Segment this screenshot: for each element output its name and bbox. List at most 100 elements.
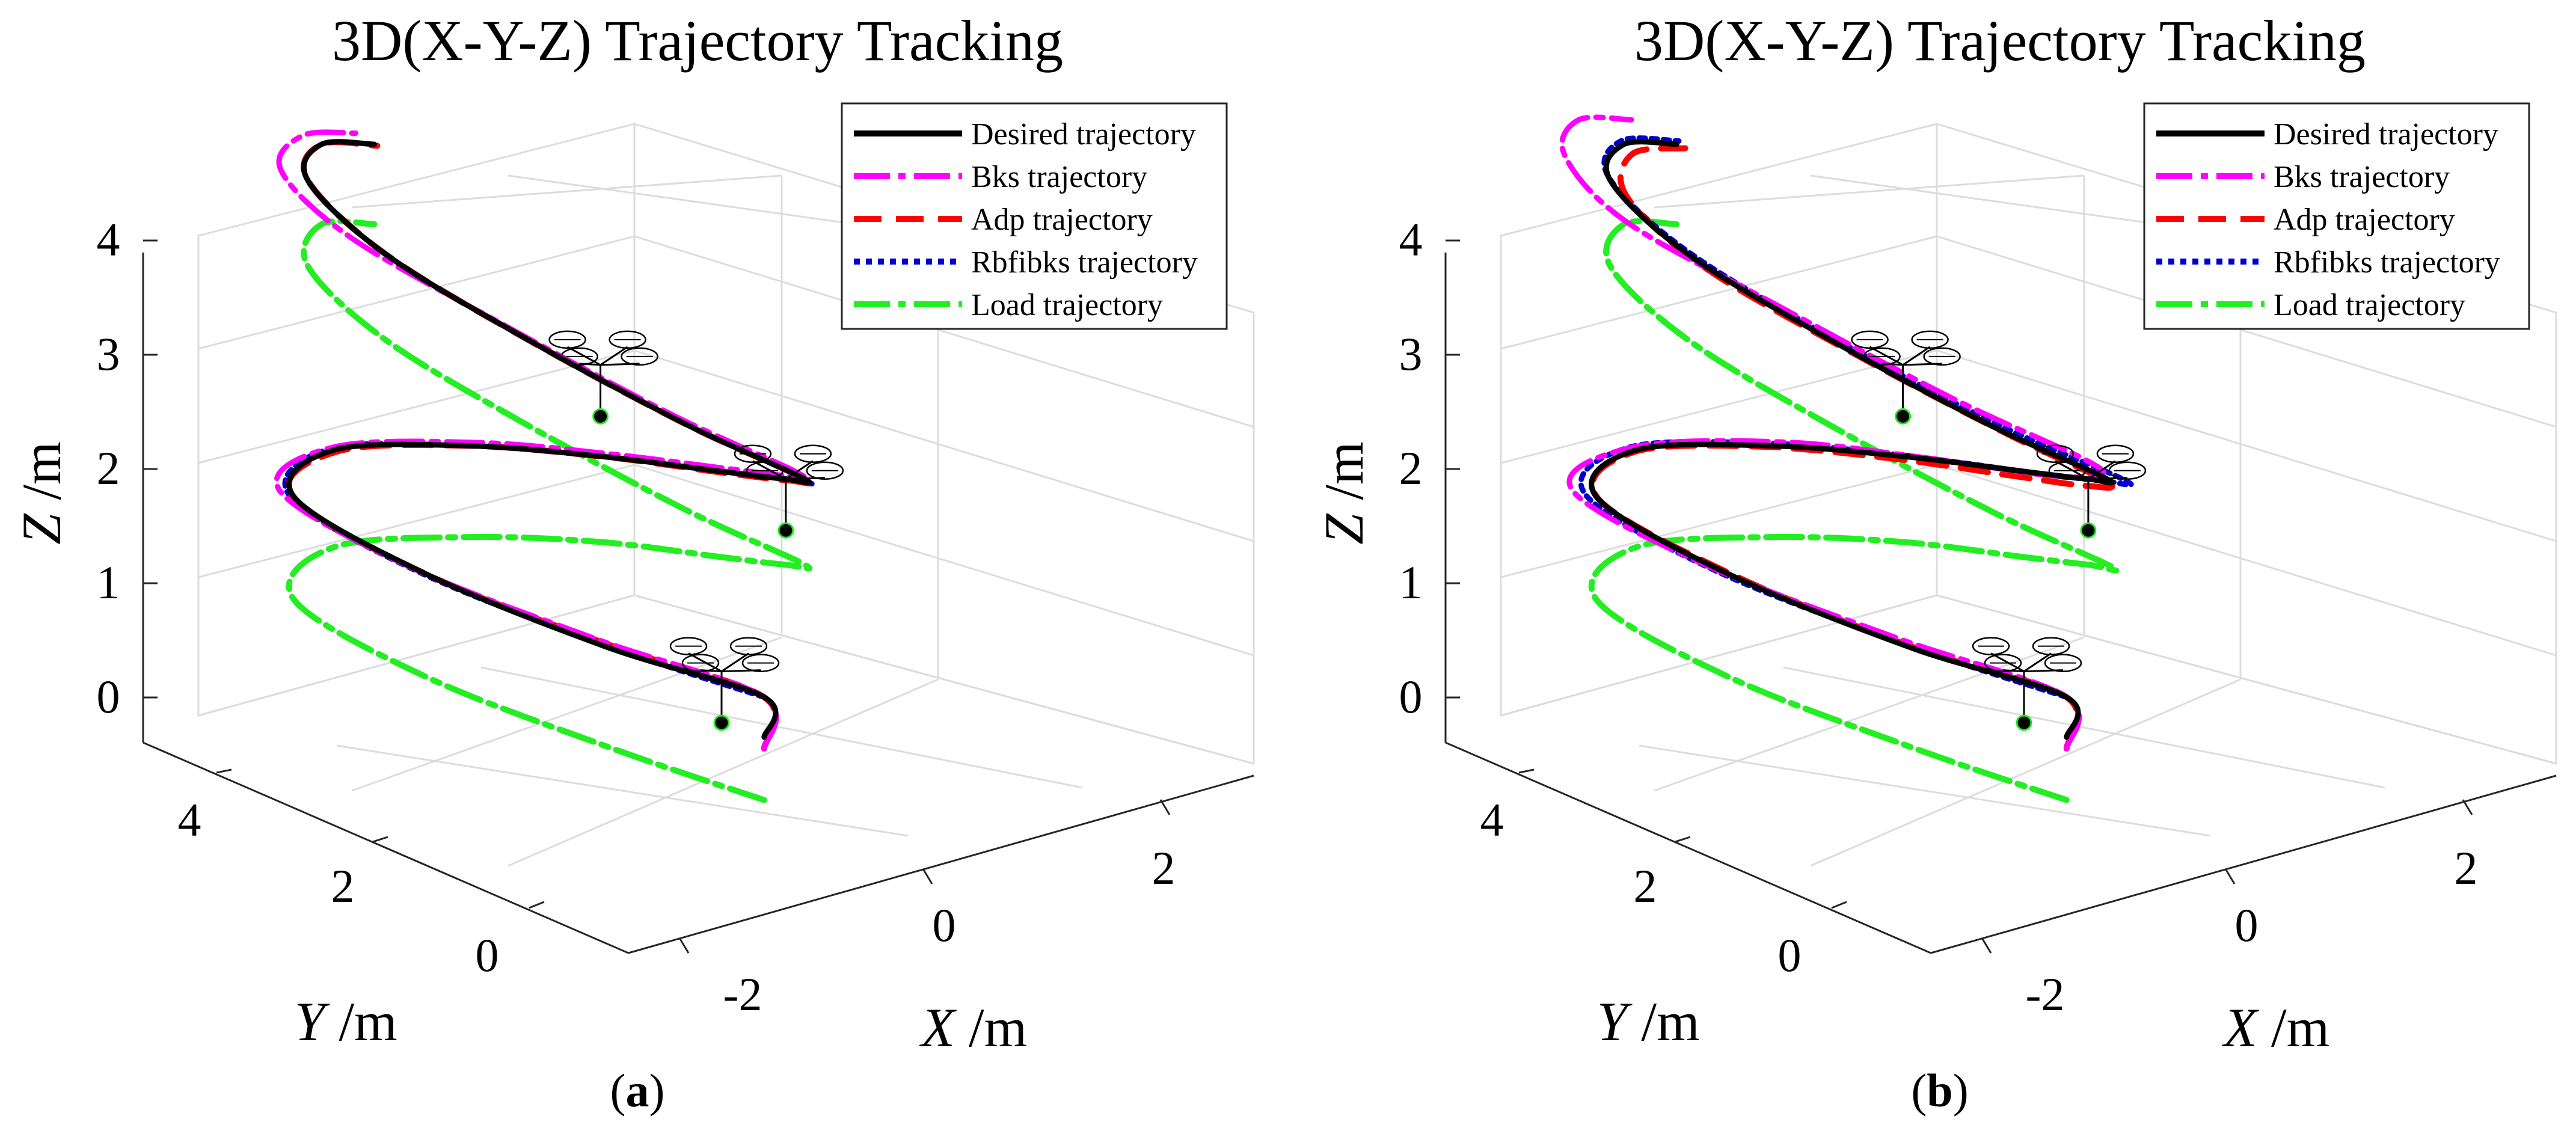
rotor-ellipse bbox=[734, 444, 772, 463]
payload-ball bbox=[777, 522, 794, 539]
payload-ball bbox=[2016, 714, 2032, 731]
x-axis-label-b: X /m bbox=[2221, 997, 2329, 1058]
legend-entry-adp: Adp trajectory bbox=[971, 203, 1153, 237]
drone-arm bbox=[2067, 477, 2088, 480]
rotor-ellipse bbox=[560, 347, 598, 366]
rotor-ellipse bbox=[2096, 444, 2135, 463]
z-tick-label: 2 bbox=[97, 442, 120, 494]
series-line-load bbox=[286, 218, 813, 803]
z-tick-label: 1 bbox=[1399, 556, 1423, 608]
drone-arm bbox=[2002, 669, 2025, 673]
z-tick-label: 3 bbox=[1399, 328, 1423, 380]
legend-entry-desired: Desired trajectory bbox=[2274, 117, 2498, 152]
legend-entry-load: Load trajectory bbox=[2274, 288, 2465, 322]
quadrotor-marker bbox=[1972, 637, 2082, 731]
y-tick-label: 4 bbox=[178, 794, 201, 846]
z-axis-label-b: Z /m bbox=[1313, 441, 1375, 544]
x-tick-label: -2 bbox=[2026, 968, 2065, 1020]
rotor-ellipse bbox=[2036, 444, 2075, 463]
chart-panel-b: 3D(X-Y-Z) Trajectory Tracking 4 3 2 1 0 … bbox=[1313, 8, 2557, 1117]
y-tick-label: 0 bbox=[1778, 929, 1802, 981]
drone-arm bbox=[1903, 363, 1942, 366]
rotor-ellipse bbox=[746, 461, 784, 480]
rotor-ellipse bbox=[2032, 637, 2070, 655]
subcaption-a: (a) bbox=[610, 1064, 665, 1117]
rotor-ellipse bbox=[741, 654, 780, 672]
floor-grid-a bbox=[198, 594, 1254, 867]
series-line-bks bbox=[1559, 114, 2106, 752]
rotor-ellipse bbox=[2044, 654, 2082, 672]
payload-ball bbox=[2080, 522, 2097, 539]
drone-markers-b bbox=[1851, 330, 2147, 731]
y-axis-label-a: Y /m bbox=[294, 991, 397, 1052]
subcaption-b: (b) bbox=[1911, 1064, 1968, 1117]
drone-arm bbox=[721, 652, 749, 672]
x-tick-label: -2 bbox=[723, 968, 762, 1020]
chart-title-b: 3D(X-Y-Z) Trajectory Tracking bbox=[1634, 8, 2366, 73]
rotor-ellipse bbox=[1863, 347, 1901, 366]
drone-arm bbox=[2088, 460, 2116, 480]
rotor-ellipse bbox=[548, 330, 586, 349]
rotor-ellipse bbox=[806, 461, 844, 480]
rotor-ellipse bbox=[1972, 637, 2010, 655]
legend-b: Desired trajectory Bks trajectory Adp tr… bbox=[2143, 102, 2530, 330]
drone-arm bbox=[2088, 477, 2127, 480]
rotor-ellipse bbox=[621, 347, 658, 366]
y-tick-label: 4 bbox=[1480, 794, 1504, 846]
drone-arm bbox=[2023, 652, 2052, 672]
tick-marks-a bbox=[143, 239, 1171, 954]
z-tick-label: 0 bbox=[97, 670, 120, 723]
series-layer-b bbox=[1559, 114, 2134, 803]
rotor-ellipse bbox=[1851, 330, 1889, 349]
drone-arm bbox=[785, 477, 825, 480]
drone-arm bbox=[600, 346, 628, 366]
drone-arm bbox=[1881, 363, 1903, 366]
rotor-ellipse bbox=[609, 330, 646, 349]
quadrotor-marker bbox=[548, 330, 658, 425]
z-tick-label: 1 bbox=[97, 556, 120, 608]
payload-ball bbox=[713, 714, 730, 731]
x-tick-label: 2 bbox=[2455, 842, 2478, 894]
quadrotor-marker bbox=[1851, 330, 1961, 425]
drone-arm bbox=[785, 460, 814, 480]
rotor-ellipse bbox=[1911, 330, 1949, 349]
rotor-ellipse bbox=[669, 637, 708, 655]
y-tick-label: 2 bbox=[331, 860, 355, 912]
drone-arm bbox=[764, 477, 786, 480]
drone-arm bbox=[1902, 346, 1931, 366]
drone-arm bbox=[600, 363, 640, 366]
drone-arm bbox=[700, 669, 722, 673]
legend-entry-adp: Adp trajectory bbox=[2274, 203, 2455, 237]
x-tick-label: 0 bbox=[2235, 899, 2259, 951]
y-tick-label: 2 bbox=[1634, 860, 1657, 912]
series-layer-a bbox=[274, 129, 815, 803]
rotor-ellipse bbox=[2048, 461, 2087, 480]
drone-arm bbox=[579, 363, 601, 366]
z-axis-label-a: Z /m bbox=[11, 441, 72, 544]
floor-grid-b bbox=[1500, 594, 2557, 867]
legend-entry-rbf: Rbfibks trajectory bbox=[971, 245, 1198, 280]
z-tick-label: 3 bbox=[97, 328, 120, 380]
series-line-desired bbox=[1589, 139, 2115, 740]
z-tick-label: 2 bbox=[1399, 442, 1423, 494]
tick-marks-b bbox=[1446, 239, 2473, 954]
rotor-ellipse bbox=[1984, 654, 2022, 672]
payload-ball bbox=[1895, 408, 1912, 425]
series-line-desired bbox=[286, 139, 812, 740]
x-axis-label-a: X /m bbox=[919, 997, 1027, 1058]
series-line-load bbox=[1588, 218, 2120, 803]
rotor-ellipse bbox=[729, 637, 768, 655]
axis-y-b bbox=[1445, 741, 1931, 954]
axis-y-a bbox=[143, 741, 629, 954]
z-tick-label: 4 bbox=[1399, 213, 1423, 266]
rotor-ellipse bbox=[794, 444, 832, 463]
payload-ball bbox=[592, 408, 609, 425]
y-axis-label-b: Y /m bbox=[1596, 991, 1699, 1052]
rotor-ellipse bbox=[681, 654, 720, 672]
rotor-ellipse bbox=[2108, 461, 2147, 480]
chart-title-a: 3D(X-Y-Z) Trajectory Tracking bbox=[332, 8, 1063, 73]
drone-markers-a bbox=[548, 330, 844, 731]
legend-entry-desired: Desired trajectory bbox=[971, 117, 1196, 152]
axis-x-b bbox=[1930, 774, 2557, 954]
